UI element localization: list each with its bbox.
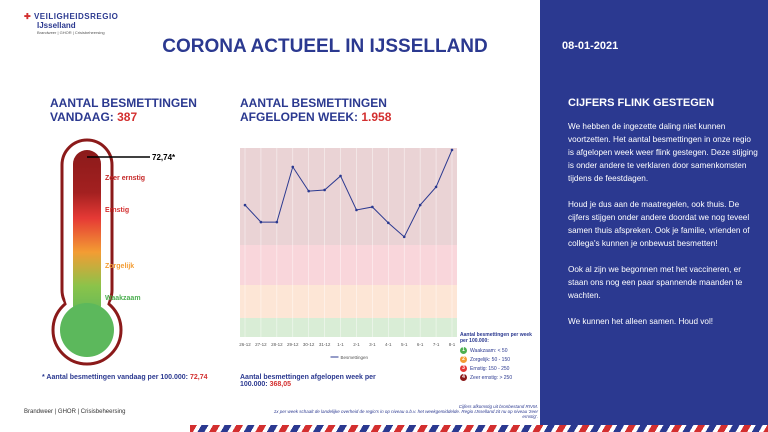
- legend-title: Aantal besmettingen per week per 100.000…: [460, 332, 532, 344]
- legend-item-label: Waakzaam: < 50: [470, 347, 508, 354]
- legend-item: 4 Zeer ernstig: > 250: [460, 374, 540, 381]
- thermometer: 72,74* Zeer ernstig Ernstig Zorgelijk Wa…: [51, 138, 176, 366]
- logo: ✚ VEILIGHEIDSREGIO IJsselland Brandweer …: [24, 12, 118, 35]
- week-value: 1.958: [361, 110, 392, 124]
- x-tick-label: 2-1: [353, 342, 360, 347]
- data-point: [307, 189, 310, 193]
- sidebar-paragraph: Houd je dus aan de maatregelen, ook thui…: [568, 200, 750, 248]
- x-tick-label: 31-12: [319, 342, 331, 347]
- band: [240, 285, 457, 318]
- sidebar-paragraph: We kunnen het alleen samen. Houd vol!: [568, 317, 714, 326]
- x-tick-label: 7-1: [433, 342, 440, 347]
- week-heading-line: AANTAL BESMETTINGEN: [240, 96, 387, 110]
- legend-item-label: Zeer ernstig: > 250: [470, 374, 513, 381]
- level-label: Waakzaam: [105, 295, 141, 302]
- legend-item: 1 Waakzaam: < 50: [460, 347, 540, 354]
- legend-item-label: Zorgelijk: 50 - 150: [470, 356, 511, 363]
- data-point: [275, 220, 279, 224]
- x-tick-label: 5-1: [401, 342, 408, 347]
- legend-number: 4: [460, 374, 467, 381]
- data-point: [434, 185, 438, 189]
- legend-number: 2: [460, 356, 467, 363]
- today-footnote-value: 72,74: [189, 374, 208, 381]
- x-tick-label: 27-12: [255, 342, 267, 347]
- data-point: [418, 203, 422, 207]
- sidebar-text: We hebben de ingezette daling niet kunne…: [568, 120, 758, 341]
- level-label: Ernstig: [105, 207, 129, 214]
- level-label: Zorgelijk: [105, 263, 134, 270]
- data-point: [291, 165, 295, 169]
- x-tick-label: 26-12: [239, 342, 251, 347]
- today-value: 387: [117, 110, 138, 124]
- data-point: [450, 148, 454, 152]
- legend-number: 3: [460, 365, 467, 372]
- x-tick-label: 28-12: [271, 342, 283, 347]
- data-point: [355, 208, 358, 212]
- band: [240, 245, 457, 285]
- legend-label: Besmettingen: [341, 355, 369, 360]
- band: [240, 318, 457, 337]
- level-label: Zeer ernstig: [105, 175, 145, 182]
- data-point: [402, 235, 406, 239]
- data-point: [339, 174, 342, 178]
- tube-fill: [73, 150, 101, 320]
- today-footnote: * Aantal besmettingen vandaag per 100.00…: [42, 374, 212, 381]
- data-point: [387, 221, 390, 225]
- line-chart: 26-12 27-12 28-12 29-12 30-12 31-12 1-1 2-1 3-1 4…: [239, 148, 457, 360]
- x-tick-label: 29-12: [287, 342, 299, 347]
- x-tick-label: 8-1: [449, 342, 456, 347]
- x-tick-label: 3-1: [369, 342, 376, 347]
- data-point: [371, 205, 374, 209]
- sidebar-heading: CIJFERS FLINK GESTEGEN: [568, 97, 715, 109]
- x-tick-label: 30-12: [303, 342, 315, 347]
- data-point: [243, 203, 247, 207]
- x-tick-label: 6-1: [417, 342, 424, 347]
- logo-title-text: VEILIGHEIDSREGIO: [33, 12, 119, 21]
- week-footnote-text: Aantal besmettingen afgelopen week per 1…: [240, 374, 376, 388]
- today-heading: AANTAL BESMETTINGEN VANDAAG: 387: [50, 96, 197, 124]
- legend-item: 2 Zorgelijk: 50 - 150: [460, 356, 540, 363]
- today-heading-line: AANTAL BESMETTINGEN: [50, 96, 197, 110]
- logo-sub: Brandweer | GHOR | Crisisbeheersing: [37, 30, 105, 35]
- logo-region: IJsselland: [37, 21, 76, 30]
- today-label: VANDAAG:: [50, 110, 114, 124]
- week-heading: AANTAL BESMETTINGEN AFGELOPEN WEEK: 1.95…: [240, 96, 391, 124]
- bulb-fill: [60, 303, 114, 357]
- legend-item: 3 Ernstig: 150 - 250: [460, 365, 540, 372]
- x-tick-label: 4-1: [385, 342, 392, 347]
- legend-number: 1: [460, 347, 467, 354]
- week-label: AFGELOPEN WEEK:: [240, 110, 359, 124]
- week-footnote: Aantal besmettingen afgelopen week per 1…: [240, 374, 380, 388]
- sidebar-paragraph: We hebben de ingezette daling niet kunne…: [568, 122, 758, 183]
- legend-item-label: Ernstig: 150 - 250: [470, 365, 510, 372]
- legend: Aantal besmettingen per week per 100.000…: [460, 332, 540, 383]
- note-levels: 1x per week schaalt de landelijke overhe…: [273, 409, 538, 419]
- note-source: Cijfers afkomstig uit bronbestand RIVM.: [458, 404, 538, 409]
- sidebar: 08-01-2021 CIJFERS FLINK GESTEGEN We heb…: [540, 0, 768, 432]
- data-point: [323, 188, 326, 192]
- series-line: [244, 149, 453, 238]
- today-footnote-text: * Aantal besmettingen vandaag per 100.00…: [42, 374, 189, 381]
- footer-text: Brandweer | GHOR | Crisisbeheersing: [24, 409, 126, 415]
- logo-title: ✚ VEILIGHEIDSREGIO: [24, 12, 119, 21]
- page-title: CORONA ACTUEEL IN IJSSELLAND: [162, 36, 488, 57]
- stripe-border: [190, 425, 768, 432]
- legend-items: 1 Waakzaam: < 50 2 Zorgelijk: 50 - 150 3 Erns…: [460, 347, 540, 381]
- scale-value: 72,74*: [152, 153, 176, 162]
- sidebar-date: 08-01-2021: [562, 40, 619, 52]
- band: [240, 148, 457, 245]
- notes: Cijfers afkomstig uit bronbestand RIVM. …: [260, 404, 538, 419]
- week-footnote-value: 368,05: [269, 381, 292, 388]
- sidebar-paragraph: Ook al zijn we begonnen met het vacciner…: [568, 265, 743, 300]
- x-tick-label: 1-1: [337, 342, 344, 347]
- data-point: [259, 220, 263, 224]
